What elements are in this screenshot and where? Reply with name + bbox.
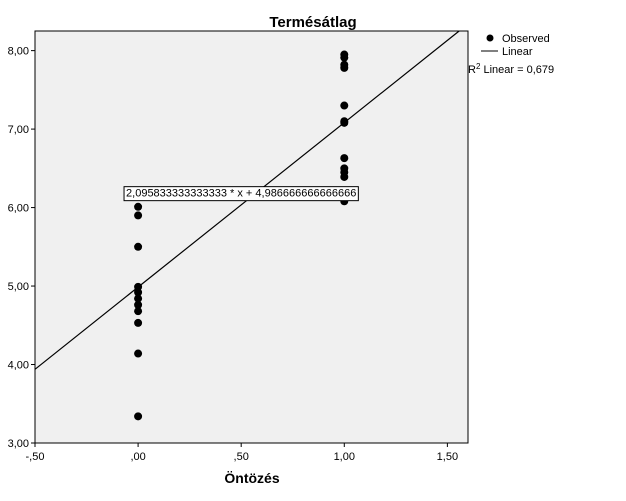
- equation-box: [123, 186, 359, 202]
- y-tick-label: 6,00: [8, 203, 29, 215]
- observed-point: [340, 60, 349, 69]
- plot-area: [34, 30, 469, 444]
- observed-point: [340, 154, 349, 163]
- observed-point: [134, 318, 143, 327]
- x-tick-label: 1,50: [437, 451, 458, 463]
- legend-linear-label: Linear: [502, 46, 533, 58]
- y-tick-label: 4,00: [8, 360, 29, 372]
- legend: Observed Linear R2 Linear = 0,679: [468, 33, 554, 76]
- y-tick-label: 5,00: [8, 281, 29, 293]
- observed-point: [340, 117, 349, 126]
- legend-observed-marker: [486, 34, 494, 42]
- x-axis-title: Öntözés: [224, 470, 279, 486]
- observed-point: [134, 211, 143, 220]
- y-axis-ticks: 3,00 4,00 5,00 6,00 7,00 8,00: [8, 46, 35, 450]
- equation-label: 2,095833333333333 * x + 4,98666666666666…: [126, 188, 356, 200]
- y-tick-label: 3,00: [8, 438, 29, 450]
- observed-point: [134, 282, 143, 291]
- data-points: [134, 50, 349, 421]
- observed-point: [340, 101, 349, 110]
- x-axis-ticks: -,50 ,00 ,50 1,00 1,50: [26, 443, 458, 463]
- observed-point: [134, 242, 143, 251]
- x-tick-label: ,00: [130, 451, 145, 463]
- observed-point: [134, 288, 143, 297]
- chart-title: Termésátlag: [269, 14, 356, 31]
- observed-point: [134, 349, 143, 358]
- observed-point: [340, 164, 349, 173]
- observed-point: [134, 300, 143, 309]
- observed-point: [134, 412, 143, 421]
- equation-annotation: 2,095833333333333 * x + 4,98666666666666…: [123, 186, 359, 202]
- observed-point: [134, 307, 143, 316]
- y-tick-label: 8,00: [8, 46, 29, 58]
- observed-point: [134, 202, 143, 211]
- observed-point: [340, 50, 349, 59]
- x-tick-label: ,50: [234, 451, 249, 463]
- legend-observed-label: Observed: [502, 33, 550, 45]
- y-tick-label: 7,00: [8, 124, 29, 136]
- r-squared-label: R2 Linear = 0,679: [468, 62, 554, 76]
- observed-point: [134, 294, 143, 303]
- x-tick-label: 1,00: [334, 451, 355, 463]
- x-tick-label: -,50: [26, 451, 45, 463]
